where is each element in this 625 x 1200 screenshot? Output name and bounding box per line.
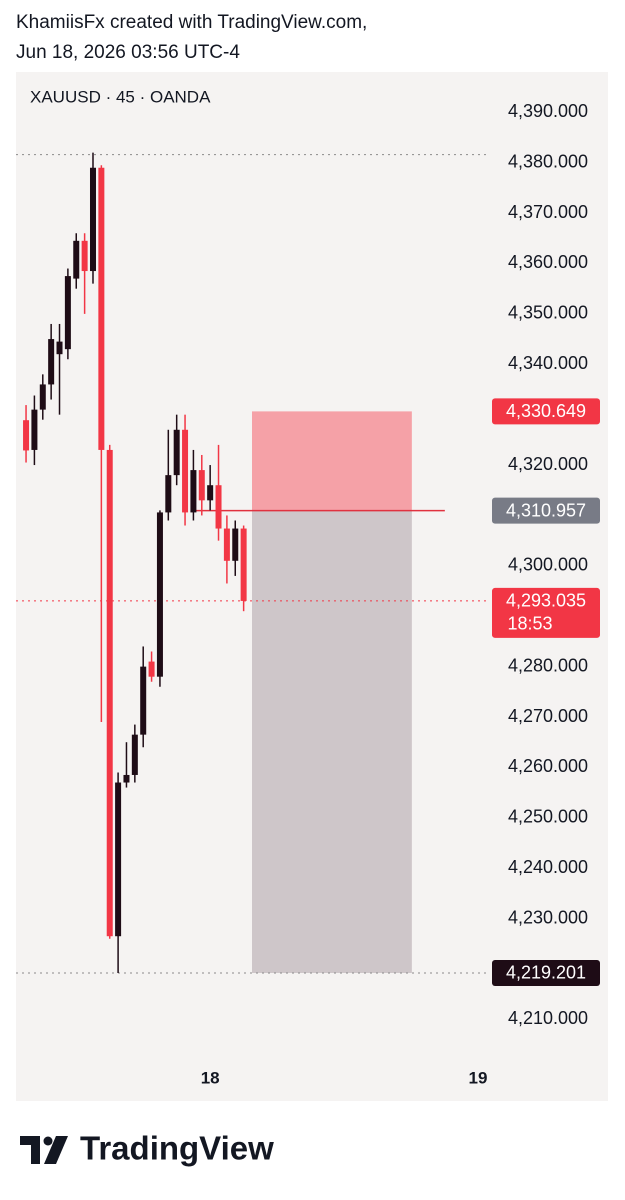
candle-body — [123, 774, 130, 783]
logo-dot — [43, 1136, 53, 1146]
candle-body — [23, 420, 30, 451]
candle-body — [131, 734, 138, 775]
y-tick-label: 4,270.000 — [508, 706, 588, 726]
price-badge-label: 4,310.957 — [506, 500, 586, 520]
candle-body — [48, 339, 55, 385]
candle-body — [73, 240, 80, 279]
target-zone — [252, 510, 412, 973]
symbol-title: XAUUSD · 45 · OANDA — [30, 87, 211, 106]
stop-zone — [252, 411, 412, 511]
y-tick-label: 4,240.000 — [508, 857, 588, 877]
logo — [20, 1136, 68, 1164]
candle-body — [31, 409, 38, 450]
candle-body — [81, 240, 88, 272]
y-tick-label: 4,300.000 — [508, 555, 588, 575]
candle-body — [165, 475, 172, 513]
candle-body — [98, 167, 105, 450]
y-tick-label: 4,320.000 — [508, 454, 588, 474]
price-badge-label: 4,330.649 — [506, 401, 586, 421]
candle-body — [173, 429, 180, 476]
y-tick-label: 4,380.000 — [508, 151, 588, 171]
y-tick-label: 4,260.000 — [508, 756, 588, 776]
candle-body — [56, 341, 63, 355]
candle-body — [140, 666, 147, 735]
header-date: Jun 18, 2026 03:56 UTC-4 — [16, 42, 240, 63]
candle-body — [156, 512, 163, 677]
plot: 4,210.0004,220.0004,230.0004,240.0004,25… — [16, 101, 600, 1087]
y-tick-label: 4,350.000 — [508, 303, 588, 323]
price-badge-label: 4,219.201 — [506, 963, 586, 983]
price-badge — [492, 959, 600, 986]
candle-body — [190, 470, 197, 513]
candle-body — [106, 449, 113, 937]
candle-body — [115, 782, 122, 937]
brand: TradingView — [80, 1130, 274, 1167]
price-badge — [492, 497, 600, 524]
y-tick-label: 4,250.000 — [508, 807, 588, 827]
price-badge — [492, 398, 600, 425]
logo-mark — [44, 1136, 68, 1164]
y-tick-label: 4,390.000 — [508, 101, 588, 121]
x-tick-label: 19 — [468, 1068, 487, 1087]
logo-mark — [20, 1136, 40, 1164]
candle-body — [223, 528, 230, 561]
price-badge-label: 4,293.035 — [506, 591, 586, 611]
candle-body — [148, 661, 155, 677]
candle-body — [232, 528, 239, 561]
candle-body — [198, 470, 205, 501]
x-tick-label: 18 — [201, 1068, 220, 1087]
candle-body — [89, 167, 96, 272]
candle-body — [182, 429, 189, 513]
countdown: 18:53 — [507, 614, 552, 634]
y-tick-label: 4,360.000 — [508, 252, 588, 272]
candle-body — [207, 485, 214, 501]
candle-body — [215, 485, 222, 529]
y-tick-label: 4,230.000 — [508, 907, 588, 927]
price-badge — [492, 587, 600, 638]
candle-body — [64, 276, 71, 350]
y-tick-label: 4,280.000 — [508, 655, 588, 675]
candle-body — [240, 528, 247, 601]
y-tick-label: 4,340.000 — [508, 353, 588, 373]
y-tick-label: 4,370.000 — [508, 202, 588, 222]
y-tick-label: 4,210.000 — [508, 1008, 588, 1028]
header-author: KhamiisFx created with TradingView.com, — [16, 12, 367, 33]
candle-body — [39, 384, 46, 410]
